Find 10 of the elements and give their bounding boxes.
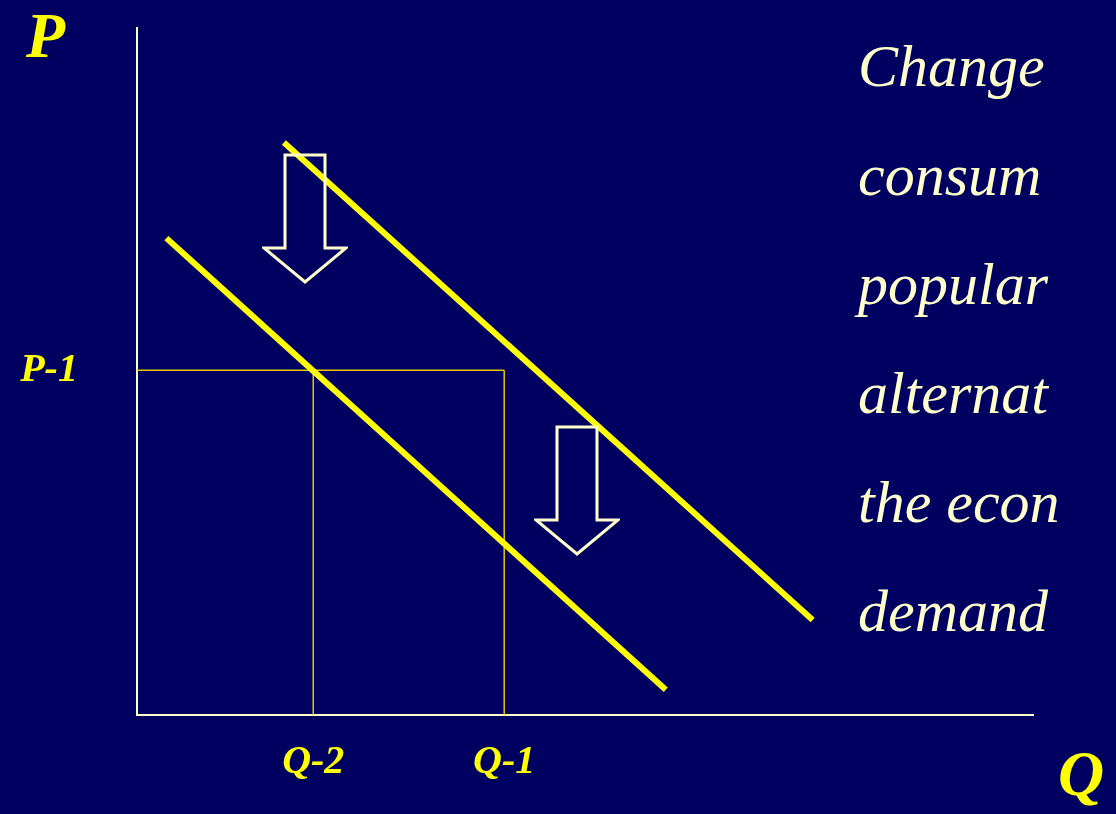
text: Change bbox=[858, 32, 1046, 101]
annotation: the econ bbox=[858, 468, 1060, 537]
x-axis-title: Q bbox=[1058, 738, 1105, 809]
x-tick-label: Q-1 bbox=[473, 737, 536, 783]
annotation: consum bbox=[858, 141, 1043, 210]
x-tick-label: Q-2 bbox=[282, 737, 345, 783]
y-axis-title: P bbox=[26, 0, 66, 71]
ref-line-label: P-1 bbox=[19, 344, 78, 390]
annotation: alternat bbox=[858, 359, 1050, 428]
annotation: demand bbox=[858, 577, 1049, 646]
